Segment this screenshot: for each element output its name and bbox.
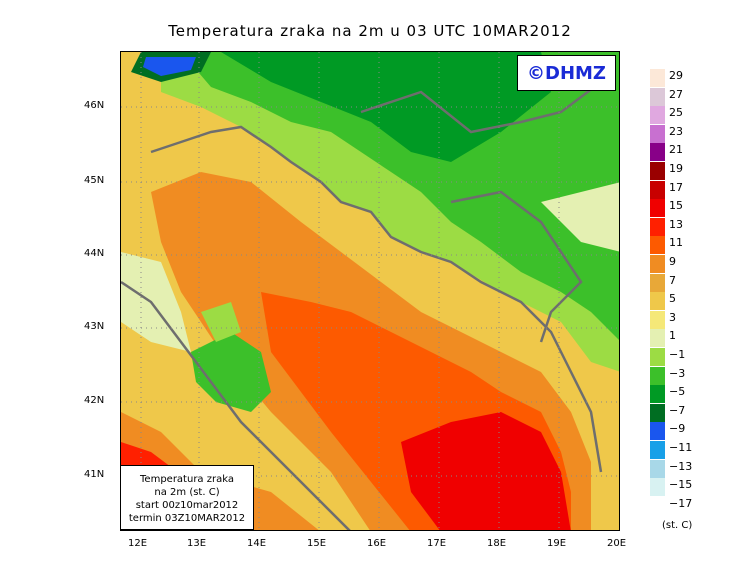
legend-swatch [650,441,665,459]
legend-swatch [650,124,665,143]
lon-label-15e: 15E [307,538,327,549]
map-title: Temperatura zraka na 2m u 03 UTC 10MAR20… [168,22,572,40]
temp-zone-italy-cold [191,332,271,412]
lat-label-46n: 46N [84,100,105,111]
lat-label-42n: 42N [84,395,105,406]
legend-swatch [650,143,665,162]
legend-label: 11 [669,236,683,250]
lat-label-43n: 43N [84,321,105,332]
legend-swatch [650,180,665,199]
legend-label: −1 [669,348,686,361]
legend-swatch [650,292,665,311]
legend-label: −3 [669,366,686,380]
legend-swatch [650,69,665,87]
lat-label-41n: 41N [84,469,105,480]
legend-label: 25 [669,106,683,120]
legend-label: 27 [669,87,683,101]
legend-label: 29 [669,69,683,82]
lon-label-17e: 17E [427,538,447,549]
map-grid [121,52,619,530]
legend-label: 3 [669,310,676,324]
dhmz-logo: ©DHMZ [517,55,616,91]
temp-zone-1-east [541,182,619,252]
lon-label-18e: 18E [487,538,507,549]
legend-label: 13 [669,217,683,231]
legend-swatch [650,255,665,273]
legend-swatch [650,162,665,180]
legend-swatch [650,273,665,292]
info-line-termin: termin 03Z10MAR2012 [128,513,246,524]
border-line-inland [450,190,583,343]
legend-label: −11 [669,441,693,454]
info-line-start: start 00z10mar2012 [135,500,239,511]
legend-label: 5 [669,292,676,306]
info-box: Temperatura zraka na 2m (st. C) start 00… [120,465,254,530]
map-canvas [121,52,619,530]
legend-swatch [650,236,665,255]
legend-swatch [650,422,665,441]
legend-unit: (st. C) [662,520,693,531]
legend-swatch [650,106,665,125]
legend-label: −7 [669,403,686,417]
lon-label-12e: 12E [128,538,148,549]
legend-label: 23 [669,124,683,138]
legend-swatch [650,199,665,218]
legend-swatch [650,403,665,422]
legend-swatch [650,217,665,236]
legend-label: −5 [669,385,686,399]
legend-swatch [650,87,665,106]
legend-label: −9 [669,422,686,436]
legend-swatch [650,496,665,515]
lon-label-19e: 19E [547,538,567,549]
lon-label-14e: 14E [247,538,267,549]
legend-swatch [650,329,665,348]
legend-label: −13 [669,459,693,473]
legend-label: 7 [669,273,676,287]
temperature-map [120,51,620,531]
temp-zone-15 [401,412,571,530]
legend-swatch [650,310,665,329]
legend-label: 15 [669,199,683,213]
legend-swatch [650,366,665,385]
legend-label: 19 [669,162,683,175]
legend-swatch [650,348,665,366]
temp-zone-minus9 [143,57,196,76]
coastline [150,125,603,473]
lat-label-45n: 45N [84,175,105,186]
lon-label-20e: 20E [607,538,627,549]
legend-label: 9 [669,255,676,268]
info-line-title: Temperatura zraka [140,474,234,485]
lon-label-13e: 13E [187,538,207,549]
legend-swatch [650,385,665,404]
lat-label-44n: 44N [84,248,105,259]
temp-zone-1-italy [121,252,191,352]
legend-label: 21 [669,143,683,157]
legend-label: −15 [669,478,693,492]
temp-zone-italy-cool [201,302,241,342]
lon-label-16e: 16E [367,538,387,549]
legend-label: 17 [669,180,683,194]
border-line [360,81,602,134]
legend-label: 1 [669,329,676,343]
info-line-unit: na 2m (st. C) [154,487,220,498]
legend-swatch [650,478,665,497]
legend-swatch [650,459,665,478]
legend-label: −17 [669,496,693,510]
